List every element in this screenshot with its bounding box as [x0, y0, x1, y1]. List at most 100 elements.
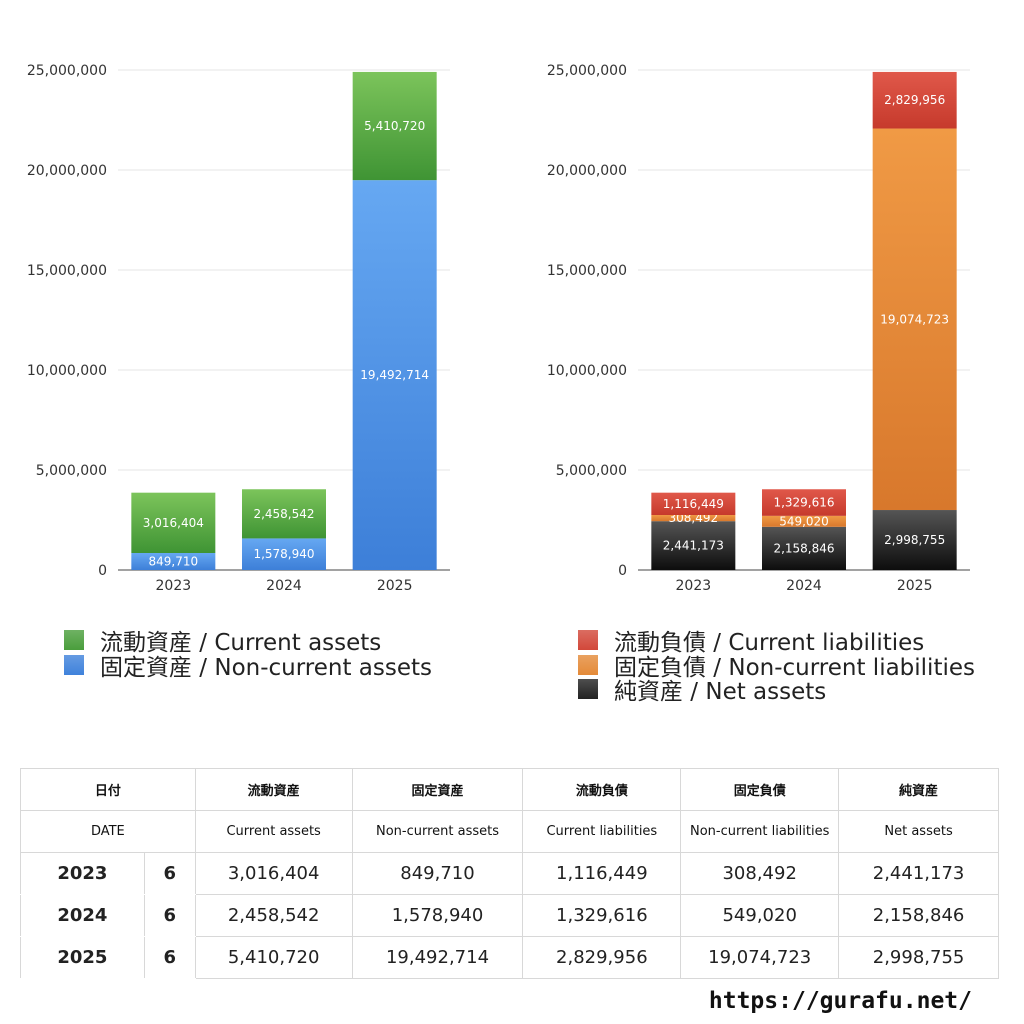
- table-row: 2023 6 3,016,404 849,710 1,116,449 308,4…: [20, 852, 999, 895]
- bar-segment: [872, 71, 957, 129]
- bar-data-label: 2,441,173: [663, 539, 724, 553]
- legend-item: 流動資産 / Current assets: [64, 628, 432, 656]
- bar-segment: [872, 128, 957, 511]
- legend-swatch: [64, 654, 84, 675]
- legend-item: 流動負債 / Current liabilities: [578, 628, 975, 656]
- x-tick-label: 2023: [156, 578, 192, 594]
- table-header-jp: 日付 流動資産 固定資産 流動負債 固定負債 純資産: [20, 768, 999, 811]
- balance-sheet-table: 日付 流動資産 固定資産 流動負債 固定負債 純資産 DATE Current …: [20, 768, 999, 979]
- bar-data-label: 849,710: [149, 555, 199, 569]
- row-month: 6: [143, 936, 196, 979]
- bar-data-label: 549,020: [779, 514, 829, 528]
- y-tick-label: 25,000,000: [547, 63, 627, 79]
- legend-label: 固定負債 / Non-current liabilities: [614, 654, 975, 681]
- cell-current-assets: 2,458,542: [194, 894, 353, 937]
- cell-noncurrent-liabilities: 19,074,723: [680, 936, 840, 979]
- row-month: 6: [143, 894, 196, 937]
- x-tick-label: 2025: [377, 578, 413, 594]
- y-tick-label: 10,000,000: [27, 363, 107, 379]
- table-row: 2024 6 2,458,542 1,578,940 1,329,616 549…: [20, 894, 999, 937]
- y-tick-label: 20,000,000: [547, 163, 627, 179]
- cell-noncurrent-liabilities: 308,492: [680, 852, 840, 895]
- bar-segment: [651, 521, 736, 570]
- bar-segment: [762, 489, 846, 516]
- cell-current-assets: 3,016,404: [194, 852, 353, 895]
- row-year: 2024: [20, 894, 145, 937]
- row-year: 2023: [20, 852, 145, 895]
- y-tick-label: 15,000,000: [27, 263, 107, 279]
- header-net-assets-en: Net assets: [838, 810, 999, 853]
- y-tick-label: 20,000,000: [27, 163, 107, 179]
- bar-data-label: 2,158,846: [773, 541, 834, 555]
- cell-current-liabilities: 1,329,616: [522, 894, 682, 937]
- assets-chart: 0 5,000,000 10,000,000 15,000,000 20,000,000…: [27, 63, 450, 594]
- bar-segment: [762, 526, 846, 570]
- bar-segment: [872, 510, 957, 570]
- legend-label: 流動負債 / Current liabilities: [614, 630, 925, 657]
- header-current-assets-jp: 流動資産: [194, 768, 353, 811]
- header-net-assets-jp: 純資産: [838, 768, 999, 811]
- header-noncurrent-assets-en: Non-current assets: [351, 810, 524, 853]
- cell-current-liabilities: 1,116,449: [522, 852, 682, 895]
- assets-legend: 流動資産 / Current assets 固定資産 / Non-current …: [64, 628, 432, 681]
- legend-item: 純資産 / Net assets: [578, 677, 975, 705]
- liabilities-legend: 流動負債 / Current liabilities 固定負債 / Non-cur…: [578, 628, 975, 705]
- y-tick-label: 5,000,000: [36, 463, 107, 479]
- bar-segment: [242, 538, 326, 570]
- y-tick-label: 10,000,000: [547, 363, 627, 379]
- table-header-en: DATE Current assets Non-current assets C…: [20, 810, 999, 853]
- y-tick-label: 0: [618, 563, 627, 579]
- cell-noncurrent-liabilities: 549,020: [680, 894, 840, 937]
- site-url[interactable]: https://gurafu.net/: [708, 988, 972, 1014]
- liabilities-chart: 0 5,000,000 10,000,000 15,000,000 20,000,000…: [547, 63, 970, 594]
- x-tick-label: 2024: [786, 578, 822, 594]
- cell-net-assets: 2,158,846: [838, 894, 999, 937]
- bar-data-label: 2,458,542: [253, 507, 314, 521]
- cell-net-assets: 2,998,755: [838, 936, 999, 979]
- row-month: 6: [143, 852, 196, 895]
- header-current-liabilities-jp: 流動負債: [522, 768, 682, 811]
- cell-net-assets: 2,441,173: [838, 852, 999, 895]
- y-tick-label: 15,000,000: [547, 263, 627, 279]
- bar-segment: [131, 492, 216, 554]
- header-noncurrent-liabilities-jp: 固定負債: [680, 768, 840, 811]
- legend-swatch: [578, 630, 598, 651]
- row-year: 2025: [20, 936, 145, 979]
- bar-segment: [651, 515, 736, 522]
- x-tick-label: 2023: [676, 578, 712, 594]
- header-current-assets-en: Current assets: [194, 810, 353, 853]
- x-tick-label: 2025: [897, 578, 933, 594]
- bar-segment: [352, 71, 437, 181]
- y-tick-label: 0: [98, 563, 107, 579]
- bar-data-label: 1,116,449: [663, 497, 724, 511]
- bar-segment: [762, 515, 846, 527]
- bar-data-label: 5,410,720: [364, 119, 425, 133]
- bar-data-label: 19,074,723: [880, 312, 949, 326]
- cell-noncurrent-assets: 1,578,940: [351, 894, 524, 937]
- legend-label: 純資産 / Net assets: [614, 679, 827, 706]
- header-noncurrent-liabilities-en: Non-current liabilities: [680, 810, 840, 853]
- bar-data-label: 19,492,714: [360, 368, 429, 382]
- cell-current-assets: 5,410,720: [194, 936, 353, 979]
- bar-data-label: 3,016,404: [143, 516, 204, 530]
- x-tick-label: 2024: [266, 578, 302, 594]
- legend-swatch: [578, 654, 598, 675]
- bar-data-label: 2,829,956: [884, 93, 945, 107]
- legend-item: 固定負債 / Non-current liabilities: [578, 653, 975, 681]
- y-tick-label: 25,000,000: [27, 63, 107, 79]
- cell-noncurrent-assets: 849,710: [351, 852, 524, 895]
- legend-swatch: [64, 630, 84, 651]
- header-date-jp: 日付: [20, 768, 196, 811]
- bar-segment: [131, 553, 216, 570]
- cell-current-liabilities: 2,829,956: [522, 936, 682, 979]
- bar-segment: [242, 489, 326, 539]
- header-date-en: DATE: [20, 810, 196, 853]
- bar-data-label: 1,578,940: [253, 547, 314, 561]
- y-tick-label: 5,000,000: [556, 463, 627, 479]
- legend-swatch: [578, 679, 598, 700]
- bar-data-label: 2,998,755: [884, 533, 945, 547]
- legend-label: 固定資産 / Non-current assets: [100, 654, 433, 681]
- legend-item: 固定資産 / Non-current assets: [64, 653, 432, 681]
- bar-segment: [352, 180, 437, 570]
- header-current-liabilities-en: Current liabilities: [522, 810, 682, 853]
